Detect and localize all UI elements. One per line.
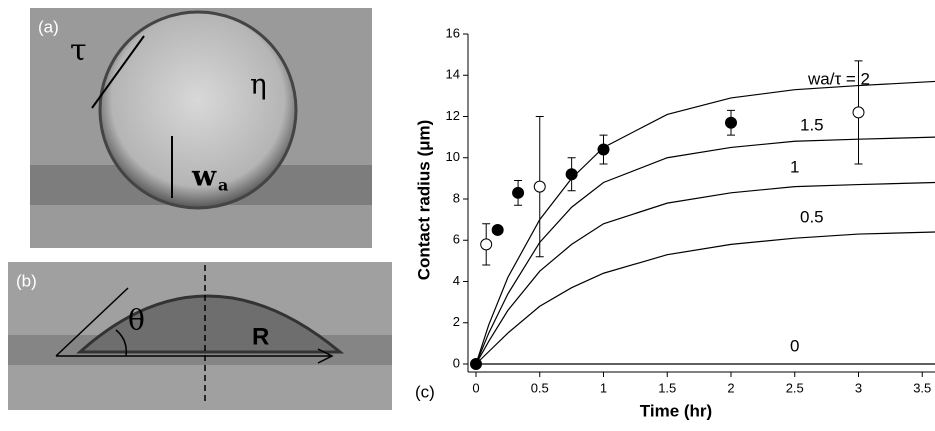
theta-label: θ [128, 304, 145, 337]
data-point [512, 186, 525, 199]
y-tick-label: 0 [453, 355, 460, 370]
y-tick-label: 2 [453, 314, 460, 329]
curve-label: 0.5 [800, 207, 824, 226]
cell [98, 10, 298, 210]
x-tick-label: 0.5 [531, 380, 549, 395]
curve-label: wa/τ = 2 [807, 69, 870, 88]
tangent-line [55, 287, 129, 357]
x-tick-label: 1.5 [658, 380, 676, 395]
model-curve [475, 231, 935, 365]
y-tick-label: 14 [446, 67, 460, 82]
curve-label: 1.5 [800, 115, 824, 134]
model-curve [475, 181, 935, 365]
x-tick-label: 3.5 [913, 380, 931, 395]
curve-label: 1 [790, 157, 799, 176]
x-tick-label: 0 [472, 380, 479, 395]
model-curve [475, 136, 935, 365]
y-tick-label: 16 [446, 25, 460, 40]
y-tick-label: 6 [453, 232, 460, 247]
x-tick-label: 2.5 [786, 380, 804, 395]
radius-label: R [252, 323, 269, 350]
y-tick-label: 12 [446, 108, 460, 123]
y-tick-label: 4 [453, 273, 460, 288]
x-tick-label: 2 [727, 380, 734, 395]
data-point [470, 358, 482, 370]
x-tick-label: 3 [855, 380, 862, 395]
eta-label: η [250, 68, 267, 101]
curve-label: 0 [790, 336, 799, 355]
x-axis-label: Time (hr) [640, 401, 712, 420]
y-tick-label: 8 [453, 190, 460, 205]
y-tick-label: 10 [446, 149, 460, 164]
wa-subscript: a [218, 176, 228, 195]
angle-arc [115, 329, 128, 357]
x-tick-label: 1 [600, 380, 607, 395]
model-curve [475, 80, 935, 365]
panel-label: (a) [38, 17, 59, 36]
data-point [597, 143, 610, 156]
data-point [480, 238, 493, 251]
tau-label: τ [70, 33, 87, 68]
wa-label: w [191, 160, 217, 193]
spread-cell [76, 294, 345, 354]
data-point [852, 106, 865, 119]
data-point [491, 223, 504, 236]
arrow-head [317, 348, 334, 364]
data-point [565, 168, 578, 181]
data-point [533, 180, 546, 193]
panel-label: (c) [415, 382, 435, 401]
data-point [725, 116, 737, 129]
arrow [91, 35, 145, 109]
panel-label: (b) [16, 271, 37, 290]
y-axis-label: Contact radius (μm) [414, 120, 433, 281]
